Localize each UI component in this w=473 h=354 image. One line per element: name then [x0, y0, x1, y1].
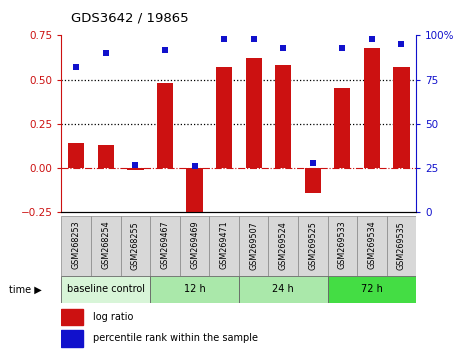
Bar [180, 216, 209, 276]
Point [280, 45, 287, 51]
Text: log ratio: log ratio [94, 312, 134, 322]
Bar [268, 216, 298, 276]
Bar [157, 83, 173, 168]
Bar [209, 216, 239, 276]
Text: 72 h: 72 h [361, 284, 383, 295]
Bar [216, 67, 232, 168]
Text: GSM269533: GSM269533 [338, 221, 347, 269]
Text: GSM269467: GSM269467 [160, 221, 169, 269]
Text: GSM269471: GSM269471 [219, 221, 228, 269]
Point [250, 36, 257, 42]
Text: 24 h: 24 h [272, 284, 294, 295]
Bar [91, 216, 121, 276]
Bar [245, 58, 262, 168]
Point [191, 164, 198, 169]
Text: 12 h: 12 h [184, 284, 205, 295]
Text: GSM269525: GSM269525 [308, 221, 317, 270]
Text: GSM268253: GSM268253 [72, 221, 81, 269]
Bar [61, 216, 91, 276]
Text: GDS3642 / 19865: GDS3642 / 19865 [71, 12, 189, 25]
Bar [305, 168, 321, 193]
Point [161, 47, 169, 52]
Bar [394, 67, 410, 168]
Bar [334, 88, 350, 168]
Text: GSM269469: GSM269469 [190, 221, 199, 269]
Bar [68, 143, 84, 168]
Bar [357, 216, 387, 276]
Bar [61, 309, 83, 325]
Bar [61, 330, 83, 347]
Text: percentile rank within the sample: percentile rank within the sample [94, 333, 258, 343]
Bar [150, 276, 239, 303]
Bar [239, 216, 269, 276]
Bar [298, 216, 327, 276]
Point [220, 36, 228, 42]
Point [72, 64, 80, 70]
Bar [61, 276, 150, 303]
Bar [364, 48, 380, 168]
Bar [150, 216, 180, 276]
Bar [186, 168, 202, 218]
Text: GSM269534: GSM269534 [368, 221, 377, 269]
Point [398, 41, 405, 47]
Bar [387, 216, 416, 276]
Bar [275, 65, 291, 168]
Bar [127, 168, 143, 170]
Point [309, 160, 316, 166]
Bar [327, 276, 416, 303]
Point [131, 162, 139, 167]
Text: GSM269507: GSM269507 [249, 221, 258, 269]
Point [368, 36, 376, 42]
Text: GSM268255: GSM268255 [131, 221, 140, 269]
Bar [98, 145, 114, 168]
Bar [121, 216, 150, 276]
Text: baseline control: baseline control [67, 284, 145, 295]
Text: GSM268254: GSM268254 [101, 221, 110, 269]
Point [102, 50, 110, 56]
Point [339, 45, 346, 51]
Bar [239, 276, 327, 303]
Text: GSM269535: GSM269535 [397, 221, 406, 269]
Bar [327, 216, 357, 276]
Text: time ▶: time ▶ [9, 284, 42, 295]
Text: GSM269524: GSM269524 [279, 221, 288, 269]
